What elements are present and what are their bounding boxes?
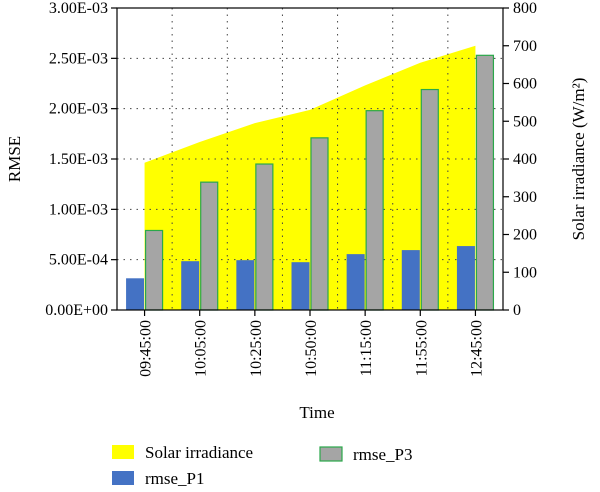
legend-label-rmse-p1: rmse_P1 [145, 469, 205, 488]
bar-rmse-p3 [310, 137, 329, 311]
y2-tick-label: 400 [513, 151, 537, 168]
legend: Solar irradiance rmse_P3 rmse_P1 [112, 443, 413, 488]
legend-item-solar-irradiance: Solar irradiance [112, 443, 253, 462]
y2-tick-label: 600 [513, 76, 537, 93]
legend-item-rmse-p1: rmse_P1 [112, 469, 205, 488]
x-tick-label: 11:15:00 [358, 320, 375, 376]
x-tick-label: 09:45:00 [138, 320, 155, 377]
y-tick-label: 3.00E-03 [49, 0, 108, 17]
bar-rmse-p3 [475, 54, 495, 311]
bar-rmse-p3 [255, 163, 274, 311]
solar-irradiance-area [144, 45, 476, 310]
x-tick-label: 10:50:00 [303, 320, 320, 377]
bar-rmse-p3 [200, 181, 219, 311]
area-layer [144, 45, 476, 310]
bar-layer [126, 54, 495, 311]
axis-layer: 0.00E+00 5.00E-04 1.00E-03 1.50E-03 2.00E-03… [45, 0, 537, 377]
legend-swatch-rmse-p1 [112, 471, 134, 485]
y2-tick-label: 200 [513, 227, 537, 244]
bar-rmse-p1 [346, 254, 365, 311]
y-tick-label: 1.50E-03 [49, 151, 108, 168]
x-tick-label: 10:25:00 [248, 320, 265, 377]
legend-item-rmse-p3: rmse_P3 [319, 445, 413, 464]
bar-rmse-p3 [365, 110, 384, 311]
x-tick-label: 12:45:00 [468, 320, 485, 377]
legend-swatch-rmse-p3 [319, 446, 343, 462]
bar-rmse-p1 [236, 260, 255, 311]
y-tick-label: 2.50E-03 [49, 50, 108, 67]
y-tick-label: 2.00E-03 [49, 101, 108, 118]
legend-swatch-solar-irradiance [112, 445, 134, 459]
y-axis-label: RMSE [5, 136, 24, 182]
bar-rmse-p1 [181, 261, 200, 311]
y2-axis-label: Solar irradiance (W/m²) [569, 78, 588, 241]
x-tick-label: 11:55:00 [413, 320, 430, 376]
x-tick-label: 10:05:00 [193, 320, 210, 377]
y-tick-label: 1.00E-03 [49, 201, 108, 218]
y2-tick-label: 0 [513, 302, 521, 319]
y-tick-label: 0.00E+00 [45, 302, 108, 319]
y2-tick-label: 300 [513, 189, 537, 206]
y2-tick-label: 700 [513, 38, 537, 55]
bar-rmse-p1 [456, 246, 475, 311]
y2-tick-label: 100 [513, 264, 537, 281]
bar-rmse-p1 [401, 250, 420, 311]
bar-rmse-p3 [420, 88, 439, 311]
y2-tick-label: 800 [513, 0, 537, 17]
grid-layer [117, 8, 503, 310]
legend-label-solar-irradiance: Solar irradiance [145, 443, 253, 462]
bar-rmse-p1 [291, 262, 310, 311]
x-axis-label: Time [299, 403, 334, 422]
bar-rmse-p1 [126, 278, 145, 311]
y2-tick-label: 500 [513, 113, 537, 130]
bar-rmse-p3 [144, 229, 164, 311]
y-tick-label: 5.00E-04 [49, 252, 108, 269]
legend-label-rmse-p3: rmse_P3 [353, 445, 413, 464]
